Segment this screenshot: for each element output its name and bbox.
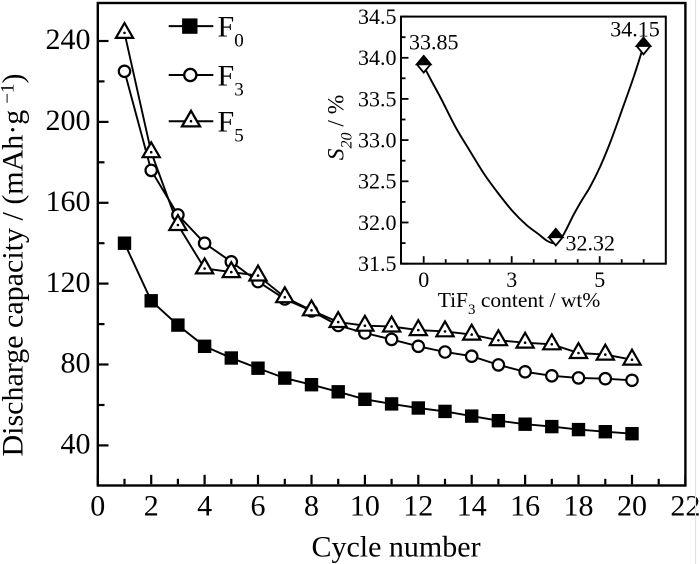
svg-text:14: 14 — [457, 490, 487, 523]
svg-text:10: 10 — [350, 490, 380, 523]
svg-text:34.5: 34.5 — [358, 4, 397, 29]
svg-text:Discharge capacity / (mAh·g −1: Discharge capacity / (mAh·g −1) — [0, 73, 30, 456]
svg-text:32.0: 32.0 — [358, 210, 397, 235]
svg-text:5: 5 — [594, 267, 605, 292]
svg-text:32.32: 32.32 — [566, 230, 616, 255]
svg-text:0: 0 — [418, 267, 429, 292]
svg-text:18: 18 — [564, 490, 594, 523]
svg-text:200: 200 — [46, 104, 91, 137]
svg-text:20: 20 — [617, 490, 647, 523]
svg-text:16: 16 — [510, 490, 540, 523]
svg-text:40: 40 — [61, 428, 91, 461]
svg-text:34.0: 34.0 — [358, 45, 397, 70]
svg-text:6: 6 — [251, 490, 266, 523]
svg-text:34.15: 34.15 — [610, 16, 660, 41]
svg-text:160: 160 — [46, 185, 91, 218]
svg-text:80: 80 — [61, 347, 91, 380]
svg-text:32.5: 32.5 — [358, 169, 397, 194]
svg-text:31.5: 31.5 — [358, 251, 397, 276]
svg-text:Cycle number: Cycle number — [311, 531, 480, 564]
svg-text:4: 4 — [197, 490, 212, 523]
svg-text:120: 120 — [46, 266, 91, 299]
svg-text:12: 12 — [403, 490, 433, 523]
svg-text:8: 8 — [304, 490, 319, 523]
svg-text:0: 0 — [90, 490, 105, 523]
svg-text:2: 2 — [144, 490, 159, 523]
svg-text:3: 3 — [506, 267, 517, 292]
svg-text:33.85: 33.85 — [409, 30, 459, 55]
svg-text:33.5: 33.5 — [358, 86, 397, 111]
svg-text:240: 240 — [46, 23, 91, 56]
svg-text:33.0: 33.0 — [358, 128, 397, 153]
